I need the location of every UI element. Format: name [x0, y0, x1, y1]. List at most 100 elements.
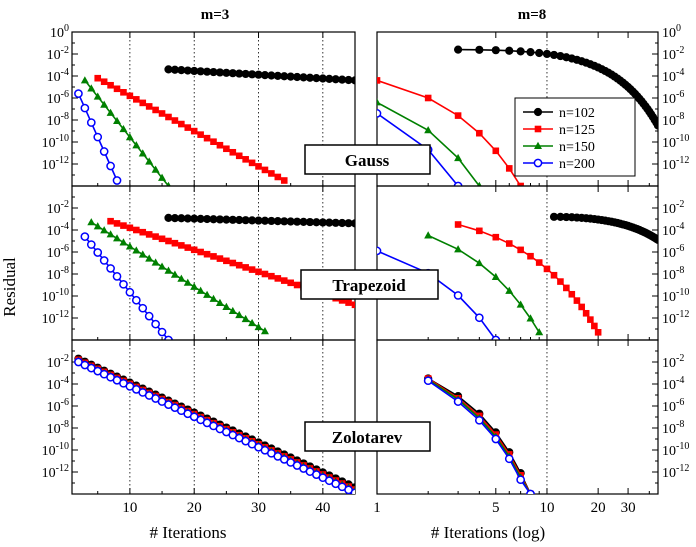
legend: n=102 n=125 n=150 n=200	[514, 97, 636, 177]
data-point-n200	[93, 132, 103, 142]
data-point-n150	[424, 231, 433, 239]
y-tick-label: 10-4	[662, 375, 684, 393]
data-point-n150	[377, 98, 381, 106]
data-point-n150	[454, 245, 463, 253]
y-tick-label: 10-6	[47, 89, 69, 107]
data-point-n150	[151, 165, 160, 173]
data-point-n102	[526, 48, 535, 57]
data-point-n125	[210, 138, 217, 145]
y-tick-label: 10-10	[42, 287, 69, 305]
data-point-n125	[505, 240, 513, 247]
data-point-n150	[87, 84, 96, 92]
data-point-n125	[591, 322, 598, 330]
data-point-n125	[476, 227, 483, 235]
data-point-n200	[474, 313, 484, 323]
data-point-n200	[106, 161, 115, 171]
data-point-n125	[587, 316, 594, 323]
data-point-n125	[517, 182, 524, 186]
y-tick-label: 10-12	[42, 463, 69, 481]
column-title-m8: m=8	[518, 7, 547, 23]
data-point-n125	[152, 233, 159, 240]
series-layer	[74, 65, 355, 186]
row-label-text-trapezoid: Trapezoid	[332, 276, 406, 295]
data-point-n150	[241, 314, 250, 323]
y-tick-label: 10-8	[662, 111, 684, 129]
row-label-gauss: Gauss	[304, 144, 431, 175]
data-point-n200	[112, 176, 122, 185]
x-tick-label: 40	[315, 500, 330, 516]
y-tick-label: 10-6	[47, 397, 69, 415]
data-point-n125	[424, 94, 432, 102]
data-point-n125	[261, 166, 269, 174]
overlay-layer: m=3 m=8 Residual # Iterations # Iteratio…	[0, 7, 636, 542]
data-point-n125	[197, 131, 204, 138]
data-point-n125	[550, 271, 558, 279]
panel-trapezoid-m8: 10-2 10-4 10-6 10-8 10-10 10-12	[376, 185, 689, 341]
legend-marker	[533, 158, 543, 168]
data-point-n125	[573, 297, 581, 304]
data-point-n200	[453, 397, 463, 406]
data-point-n125	[223, 145, 230, 153]
data-point-n125	[145, 103, 153, 110]
data-point-n125	[223, 257, 230, 265]
data-point-n125	[165, 113, 172, 121]
data-point-n150	[248, 318, 257, 327]
y-tick-label: 10-12	[42, 155, 69, 173]
row-label-box-trapezoid	[300, 269, 439, 300]
data-point-n125	[107, 81, 114, 89]
data-point-n150	[209, 294, 218, 302]
data-point-n125	[94, 74, 102, 82]
row-label-text-gauss: Gauss	[345, 151, 390, 170]
data-point-n125	[280, 177, 288, 184]
data-point-n125	[190, 127, 198, 135]
data-point-n125	[377, 77, 381, 84]
y-tick-label: 10-6	[662, 89, 684, 107]
series-layer	[74, 354, 355, 494]
data-point-n150	[80, 76, 89, 84]
row-label-box-gauss	[304, 144, 431, 175]
data-point-n200	[99, 256, 109, 265]
data-point-n150	[138, 149, 147, 157]
data-point-n125	[133, 96, 140, 103]
column-title-m3: m=3	[201, 7, 230, 23]
data-point-n125	[476, 129, 483, 137]
data-point-n200	[516, 475, 525, 485]
data-point-n200	[86, 118, 96, 127]
data-point-n125	[184, 124, 192, 131]
panel-frame	[71, 185, 356, 341]
data-point-n125	[338, 297, 346, 304]
data-point-n200	[504, 454, 514, 464]
data-point-n125	[274, 173, 282, 181]
data-point-n102	[350, 219, 355, 228]
data-point-n200	[144, 311, 154, 321]
data-point-n125	[582, 309, 590, 317]
x-tick-label: 1	[373, 500, 381, 516]
data-point-n125	[557, 278, 564, 285]
data-point-n150	[100, 100, 109, 108]
y-tick-label: 10-8	[47, 419, 69, 437]
legend-label: n=200	[559, 157, 595, 172]
panel-frame	[376, 185, 659, 341]
panel-gauss-m3: 100 10-2 10-4 10-6 10-8 10-10 10-12	[42, 23, 356, 187]
y-tick-label: 10-10	[662, 287, 689, 305]
data-point-n102	[475, 45, 484, 54]
data-point-n125	[152, 106, 159, 114]
data-point-n125	[594, 329, 602, 336]
series-layer	[377, 45, 658, 186]
data-point-n125	[145, 231, 153, 238]
data-point-n200	[157, 327, 167, 337]
data-point-n150	[190, 282, 199, 290]
data-point-n102	[542, 49, 552, 59]
y-axis-label: Residual	[0, 257, 19, 317]
data-point-n200	[112, 272, 122, 281]
data-point-n125	[210, 253, 217, 260]
data-point-n150	[113, 234, 122, 242]
series-layer	[423, 374, 535, 494]
data-point-n125	[345, 299, 352, 306]
y-tick-label: 10-12	[662, 155, 689, 173]
data-point-n125	[280, 277, 288, 284]
data-point-n125	[133, 226, 140, 234]
y-tick-label: 10-4	[662, 67, 684, 85]
data-point-n150	[125, 242, 134, 250]
